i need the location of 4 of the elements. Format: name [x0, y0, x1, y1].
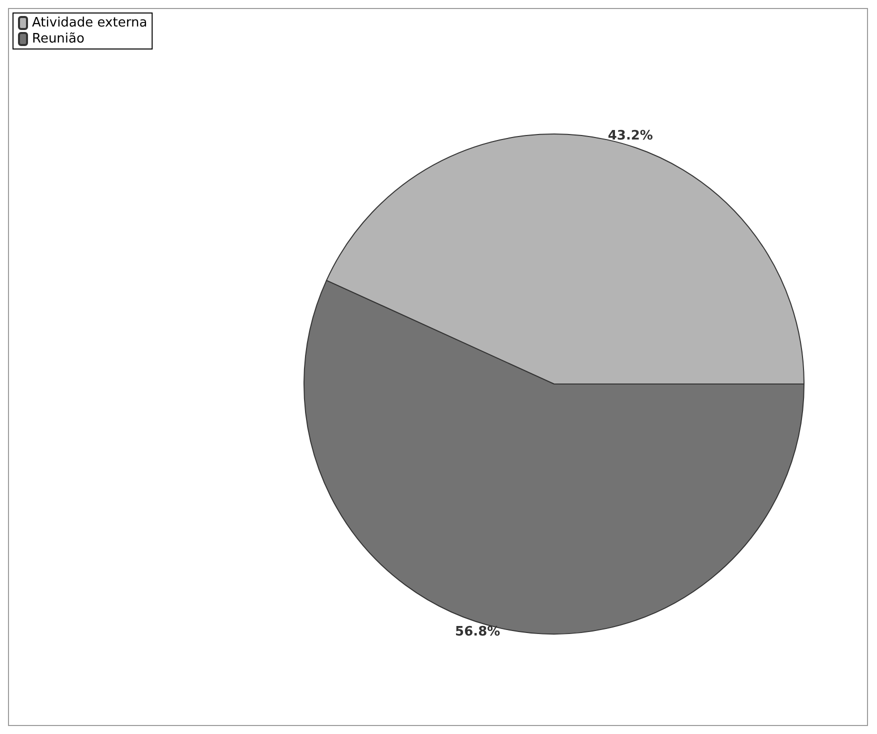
legend-label: Reunião	[32, 32, 85, 46]
data-label: 56.8%	[455, 624, 500, 640]
data-label: 43.2%	[608, 128, 653, 144]
legend-label: Atividade externa	[32, 16, 148, 30]
